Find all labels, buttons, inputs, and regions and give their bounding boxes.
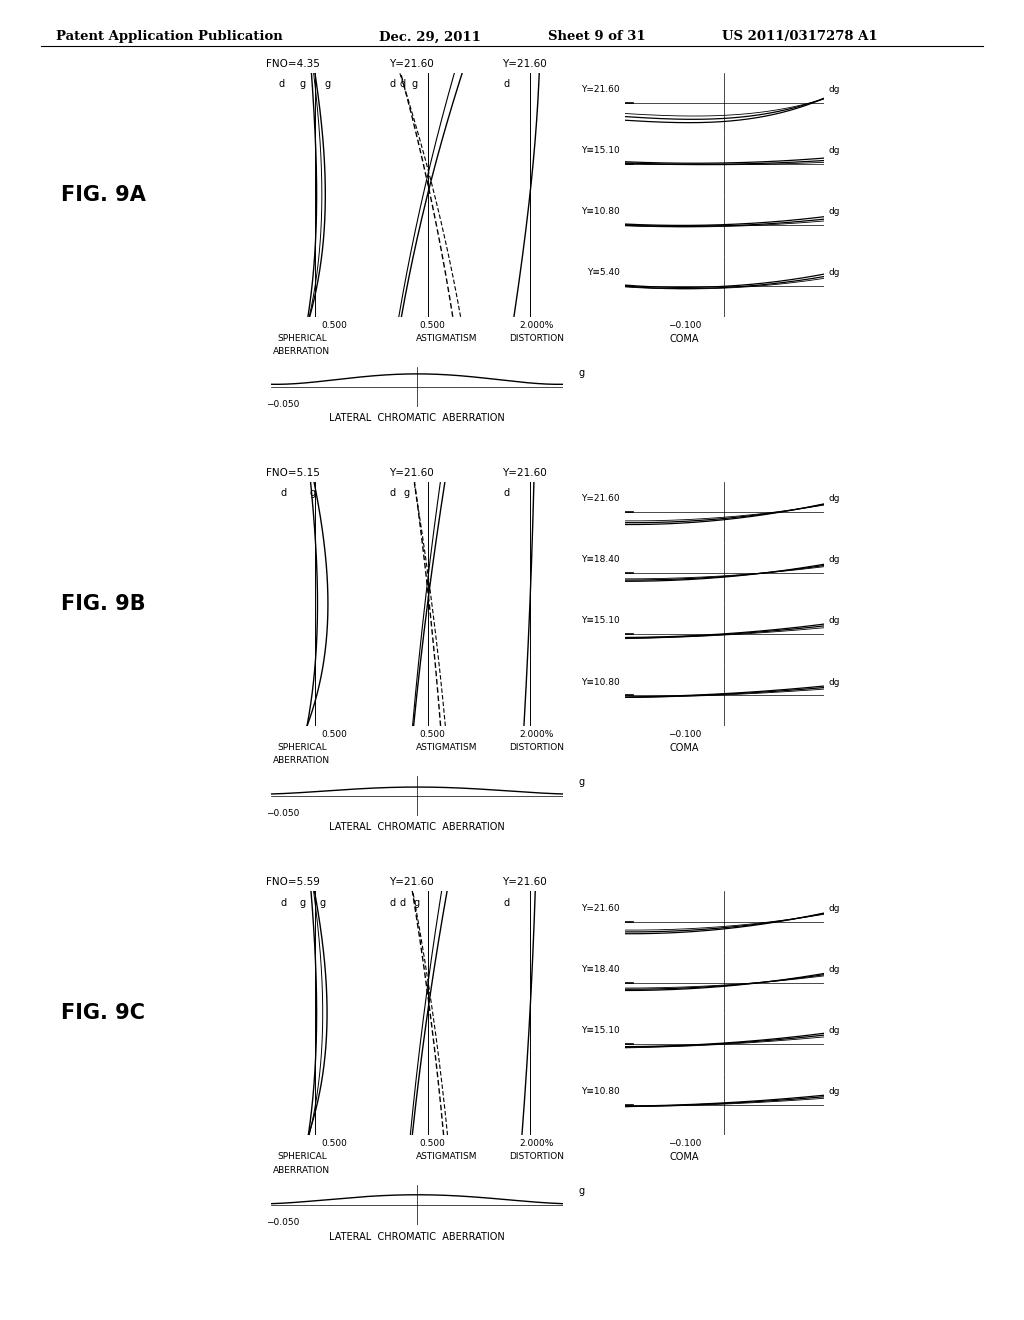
Text: 2.000%: 2.000%	[519, 730, 554, 739]
Text: d: d	[279, 79, 285, 90]
Text: dg: dg	[828, 207, 840, 216]
Text: FIG. 9B: FIG. 9B	[61, 594, 146, 614]
Text: FIG. 9A: FIG. 9A	[61, 185, 146, 205]
Text: 0.500: 0.500	[322, 730, 347, 739]
Text: Patent Application Publication: Patent Application Publication	[56, 30, 283, 44]
Text: dg: dg	[828, 1086, 840, 1096]
Text: dg: dg	[828, 86, 840, 94]
Text: g: g	[414, 898, 420, 908]
Text: −0.050: −0.050	[266, 400, 300, 409]
Text: d: d	[399, 79, 406, 90]
Text: dg: dg	[828, 965, 840, 974]
Text: dg: dg	[828, 495, 840, 503]
Text: COMA: COMA	[670, 334, 699, 345]
Text: 0.500: 0.500	[419, 321, 444, 330]
Text: −0.100: −0.100	[668, 730, 701, 739]
Text: ASTIGMATISM: ASTIGMATISM	[416, 334, 477, 343]
Text: 0.500: 0.500	[419, 1139, 444, 1148]
Text: g: g	[299, 79, 305, 90]
Text: Sheet 9 of 31: Sheet 9 of 31	[548, 30, 645, 44]
Text: −0.050: −0.050	[266, 809, 300, 818]
Text: g: g	[412, 79, 418, 90]
Text: LATERAL  CHROMATIC  ABERRATION: LATERAL CHROMATIC ABERRATION	[330, 1232, 505, 1242]
Text: 0.500: 0.500	[322, 321, 347, 330]
Text: Y=21.60: Y=21.60	[389, 58, 434, 69]
Text: Y=21.60: Y=21.60	[502, 876, 547, 887]
Text: ABERRATION: ABERRATION	[273, 756, 331, 766]
Text: LATERAL  CHROMATIC  ABERRATION: LATERAL CHROMATIC ABERRATION	[330, 822, 505, 833]
Text: Y≡10.80: Y≡10.80	[581, 207, 620, 216]
Text: dg: dg	[828, 904, 840, 912]
Text: g: g	[309, 488, 315, 499]
Text: COMA: COMA	[670, 1152, 699, 1163]
Text: dg: dg	[828, 556, 840, 565]
Text: FNO=5.15: FNO=5.15	[266, 467, 321, 478]
Text: g: g	[579, 777, 585, 787]
Text: SPHERICAL: SPHERICAL	[276, 743, 327, 752]
Text: 0.500: 0.500	[419, 730, 444, 739]
Text: dg: dg	[828, 147, 840, 156]
Text: d: d	[389, 898, 395, 908]
Text: Y≡5.40: Y≡5.40	[587, 268, 620, 277]
Text: SPHERICAL: SPHERICAL	[276, 334, 327, 343]
Text: Y=21.60: Y=21.60	[389, 467, 434, 478]
Text: −0.100: −0.100	[668, 1139, 701, 1148]
Text: COMA: COMA	[670, 743, 699, 754]
Text: d: d	[281, 488, 287, 499]
Text: d: d	[504, 898, 510, 908]
Text: d: d	[504, 79, 510, 90]
Text: dg: dg	[828, 268, 840, 277]
Text: Y≡18.40: Y≡18.40	[581, 556, 620, 565]
Text: US 2011/0317278 A1: US 2011/0317278 A1	[722, 30, 878, 44]
Text: d: d	[389, 488, 395, 499]
Text: g: g	[579, 368, 585, 378]
Text: Y=21.60: Y=21.60	[581, 86, 620, 94]
Text: dg: dg	[828, 677, 840, 686]
Text: Y=21.60: Y=21.60	[581, 495, 620, 503]
Text: g: g	[325, 79, 331, 90]
Text: ASTIGMATISM: ASTIGMATISM	[416, 743, 477, 752]
Text: SPHERICAL: SPHERICAL	[276, 1152, 327, 1162]
Text: g: g	[579, 1187, 585, 1196]
Text: Y≡15.10: Y≡15.10	[581, 616, 620, 626]
Text: ASTIGMATISM: ASTIGMATISM	[416, 1152, 477, 1162]
Text: Y=21.60: Y=21.60	[389, 876, 434, 887]
Text: DISTORTION: DISTORTION	[509, 334, 564, 343]
Text: d: d	[399, 898, 406, 908]
Text: Y≡15.10: Y≡15.10	[581, 1026, 620, 1035]
Text: Y≡10.80: Y≡10.80	[581, 677, 620, 686]
Text: Y≡10.80: Y≡10.80	[581, 1086, 620, 1096]
Text: g: g	[299, 898, 305, 908]
Text: ABERRATION: ABERRATION	[273, 347, 331, 356]
Text: g: g	[403, 488, 410, 499]
Text: Y=21.60: Y=21.60	[502, 467, 547, 478]
Text: LATERAL  CHROMATIC  ABERRATION: LATERAL CHROMATIC ABERRATION	[330, 413, 505, 424]
Text: −0.050: −0.050	[266, 1218, 300, 1228]
Text: g: g	[319, 898, 326, 908]
Text: Y≡15.10: Y≡15.10	[581, 147, 620, 156]
Text: Dec. 29, 2011: Dec. 29, 2011	[379, 30, 480, 44]
Text: Y=21.60: Y=21.60	[502, 58, 547, 69]
Text: 2.000%: 2.000%	[519, 1139, 554, 1148]
Text: FIG. 9C: FIG. 9C	[61, 1003, 145, 1023]
Text: DISTORTION: DISTORTION	[509, 1152, 564, 1162]
Text: FNO=5.59: FNO=5.59	[266, 876, 321, 887]
Text: d: d	[281, 898, 287, 908]
Text: 0.500: 0.500	[322, 1139, 347, 1148]
Text: FNO=4.35: FNO=4.35	[266, 58, 321, 69]
Text: Y≡18.40: Y≡18.40	[581, 965, 620, 974]
Text: DISTORTION: DISTORTION	[509, 743, 564, 752]
Text: dg: dg	[828, 616, 840, 626]
Text: 2.000%: 2.000%	[519, 321, 554, 330]
Text: Y=21.60: Y=21.60	[581, 904, 620, 912]
Text: dg: dg	[828, 1026, 840, 1035]
Text: ABERRATION: ABERRATION	[273, 1166, 331, 1175]
Text: d: d	[389, 79, 395, 90]
Text: −0.100: −0.100	[668, 321, 701, 330]
Text: d: d	[504, 488, 510, 499]
